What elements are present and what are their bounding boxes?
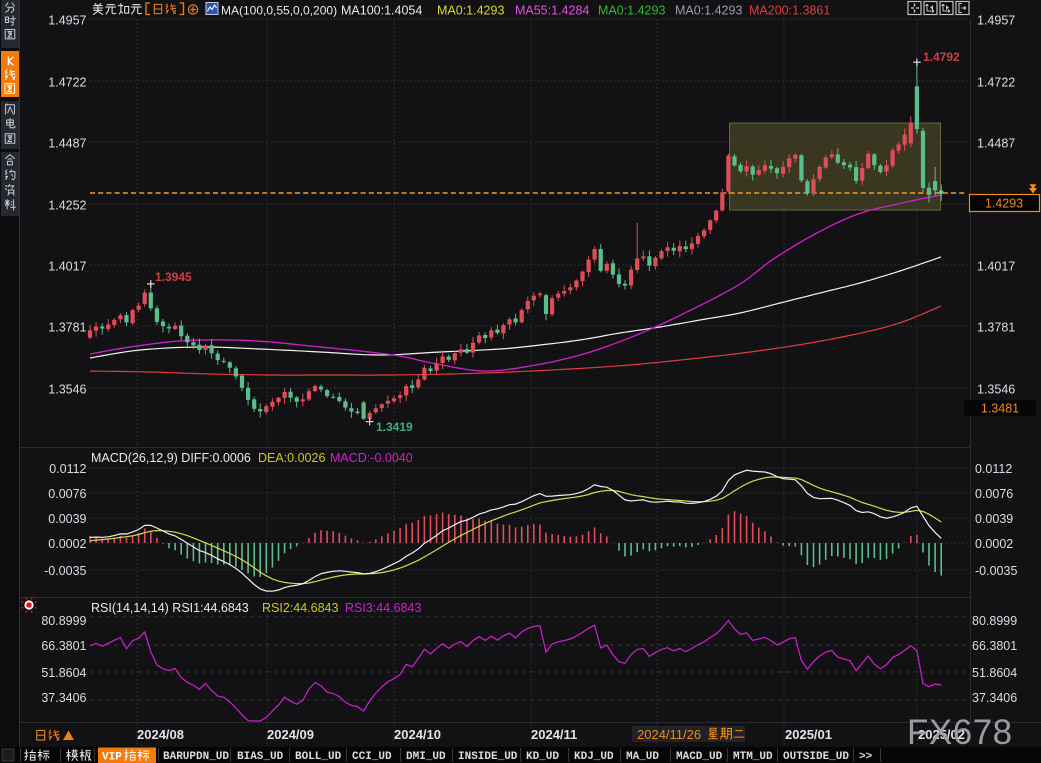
svg-text:2024/10: 2024/10	[394, 727, 441, 742]
svg-text:MA(100,0,55,0,0,200): MA(100,0,55,0,0,200)	[221, 4, 337, 18]
svg-text:1.3419: 1.3419	[376, 420, 413, 434]
svg-text:2025/01: 2025/01	[785, 727, 832, 742]
svg-text:MACD(26,12,9) DIFF:0.0006: MACD(26,12,9) DIFF:0.0006	[91, 451, 251, 465]
svg-text:0.0112: 0.0112	[975, 462, 1012, 476]
svg-text:MACD:-0.0040: MACD:-0.0040	[330, 451, 413, 465]
svg-text:KD_UD: KD_UD	[526, 751, 559, 763]
svg-text:MA55:1.4284: MA55:1.4284	[515, 4, 589, 18]
svg-text:51.8604: 51.8604	[41, 666, 86, 680]
svg-text:1.4722: 1.4722	[48, 76, 86, 90]
svg-text:CCI_UD: CCI_UD	[352, 751, 392, 763]
svg-text:1.4017: 1.4017	[977, 260, 1015, 274]
svg-text:2024/11/26: 2024/11/26	[637, 727, 701, 742]
svg-text:0.0002: 0.0002	[48, 537, 86, 551]
svg-text:0.0112: 0.0112	[49, 462, 86, 476]
svg-text:1.4487: 1.4487	[48, 137, 86, 151]
svg-text:1.4487: 1.4487	[977, 137, 1015, 151]
svg-text:DMI_UD: DMI_UD	[406, 751, 446, 763]
svg-text:1.3945: 1.3945	[155, 270, 192, 284]
svg-text:MA0:1.4293: MA0:1.4293	[437, 4, 504, 18]
svg-text:80.8999: 80.8999	[972, 614, 1017, 628]
svg-text:FX678: FX678	[907, 713, 1013, 752]
svg-text:>>: >>	[859, 751, 873, 763]
svg-text:80.8999: 80.8999	[41, 614, 86, 628]
svg-text:1.3781: 1.3781	[48, 321, 86, 335]
svg-text:0.0002: 0.0002	[975, 537, 1013, 551]
svg-text:37.3406: 37.3406	[972, 691, 1017, 705]
svg-text:MA100:1.4054: MA100:1.4054	[341, 4, 422, 18]
svg-text:2024/11: 2024/11	[531, 727, 577, 742]
svg-text:MA200:1.3861: MA200:1.3861	[749, 4, 830, 18]
svg-text:RSI(14,14,14) RSI1:44.6843: RSI(14,14,14) RSI1:44.6843	[91, 601, 249, 615]
svg-text:RSI3:44.6843: RSI3:44.6843	[345, 601, 421, 615]
svg-text:1.3481: 1.3481	[981, 402, 1019, 416]
svg-text:1.4293: 1.4293	[985, 197, 1023, 211]
svg-text:RSI2:44.6843: RSI2:44.6843	[262, 601, 338, 615]
svg-text:BOLL_UD: BOLL_UD	[295, 751, 342, 763]
svg-text:2024/08: 2024/08	[137, 727, 184, 742]
svg-text:1.4722: 1.4722	[977, 76, 1015, 90]
svg-text:0.0039: 0.0039	[48, 512, 86, 526]
svg-text:KDJ_UD: KDJ_UD	[574, 751, 614, 763]
svg-text:MTM_UD: MTM_UD	[733, 751, 773, 763]
svg-text:MACD_UD: MACD_UD	[676, 751, 723, 763]
svg-text:VIP: VIP	[102, 752, 122, 763]
svg-text:0.0039: 0.0039	[975, 512, 1013, 526]
svg-text:0.0076: 0.0076	[48, 487, 86, 501]
svg-text:37.3406: 37.3406	[41, 691, 86, 705]
svg-text:1.4792: 1.4792	[923, 50, 960, 64]
svg-text:DEA:0.0026: DEA:0.0026	[258, 451, 325, 465]
svg-text:MA0:1.4293: MA0:1.4293	[598, 4, 665, 18]
svg-text:INSIDE_UD: INSIDE_UD	[458, 751, 518, 763]
svg-text:1.3546: 1.3546	[977, 383, 1015, 397]
svg-text:1.4017: 1.4017	[48, 260, 86, 274]
svg-text:1.3781: 1.3781	[977, 321, 1015, 335]
svg-text:BARUPDN_UD: BARUPDN_UD	[163, 751, 229, 763]
svg-text:-0.0035: -0.0035	[975, 564, 1017, 578]
svg-text:BIAS_UD: BIAS_UD	[237, 751, 284, 763]
svg-text:1.4252: 1.4252	[48, 199, 86, 213]
svg-text:51.8604: 51.8604	[972, 666, 1017, 680]
svg-text:0.0076: 0.0076	[975, 487, 1013, 501]
svg-text:2024/09: 2024/09	[267, 727, 314, 742]
svg-text:1.3546: 1.3546	[48, 383, 86, 397]
svg-text:1.4957: 1.4957	[48, 14, 86, 28]
svg-text:66.3801: 66.3801	[972, 639, 1017, 653]
svg-text:-0.0035: -0.0035	[44, 564, 86, 578]
svg-text:2025/02: 2025/02	[918, 727, 965, 742]
svg-text:OUTSIDE_UD: OUTSIDE_UD	[783, 751, 849, 763]
svg-text:MA0:1.4293: MA0:1.4293	[675, 4, 742, 18]
svg-text:66.3801: 66.3801	[41, 639, 86, 653]
svg-text:1.4957: 1.4957	[977, 14, 1015, 28]
svg-text:MA_UD: MA_UD	[626, 751, 659, 763]
